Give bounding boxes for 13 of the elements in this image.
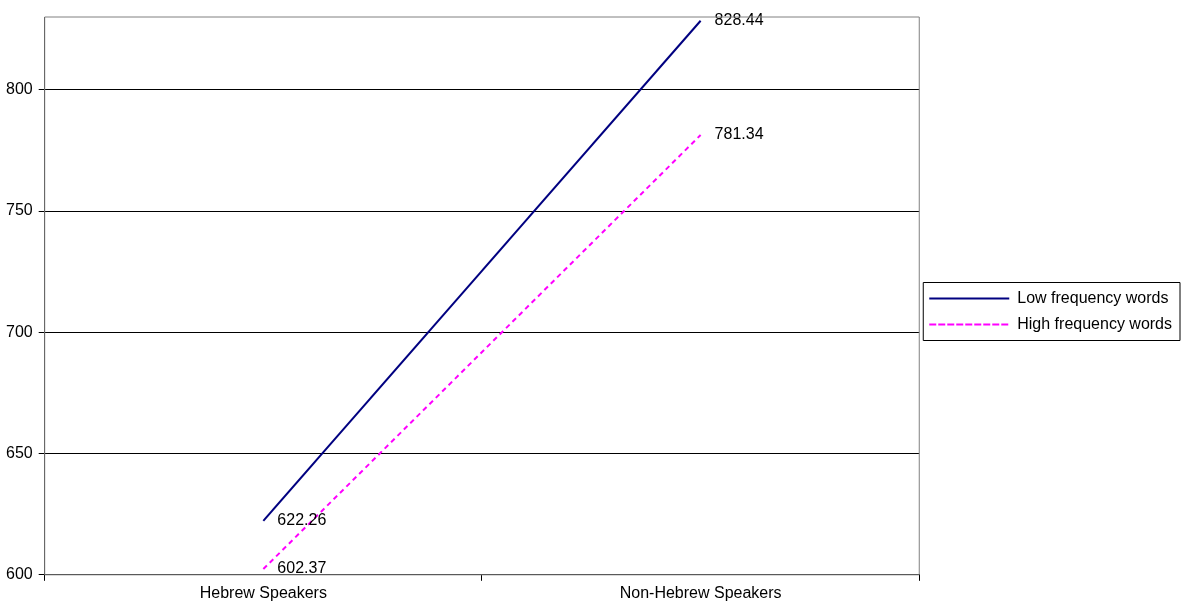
data-label: 828.44 bbox=[714, 11, 764, 29]
data-label: 622.26 bbox=[277, 511, 327, 529]
y-tick-label: 600 bbox=[5, 565, 33, 583]
y-tick-label: 750 bbox=[5, 201, 33, 219]
y-tick-label: 700 bbox=[5, 322, 33, 340]
x-tick-label: Non-Hebrew Speakers bbox=[619, 583, 782, 601]
x-tick-label: Hebrew Speakers bbox=[199, 583, 327, 601]
data-label: 781.34 bbox=[714, 125, 764, 143]
y-tick-label: 800 bbox=[5, 80, 33, 98]
data-label: 602.37 bbox=[277, 559, 327, 577]
legend-label: Low frequency words bbox=[1017, 288, 1169, 306]
y-tick-label: 650 bbox=[5, 443, 33, 461]
legend-label: High frequency words bbox=[1017, 314, 1173, 332]
